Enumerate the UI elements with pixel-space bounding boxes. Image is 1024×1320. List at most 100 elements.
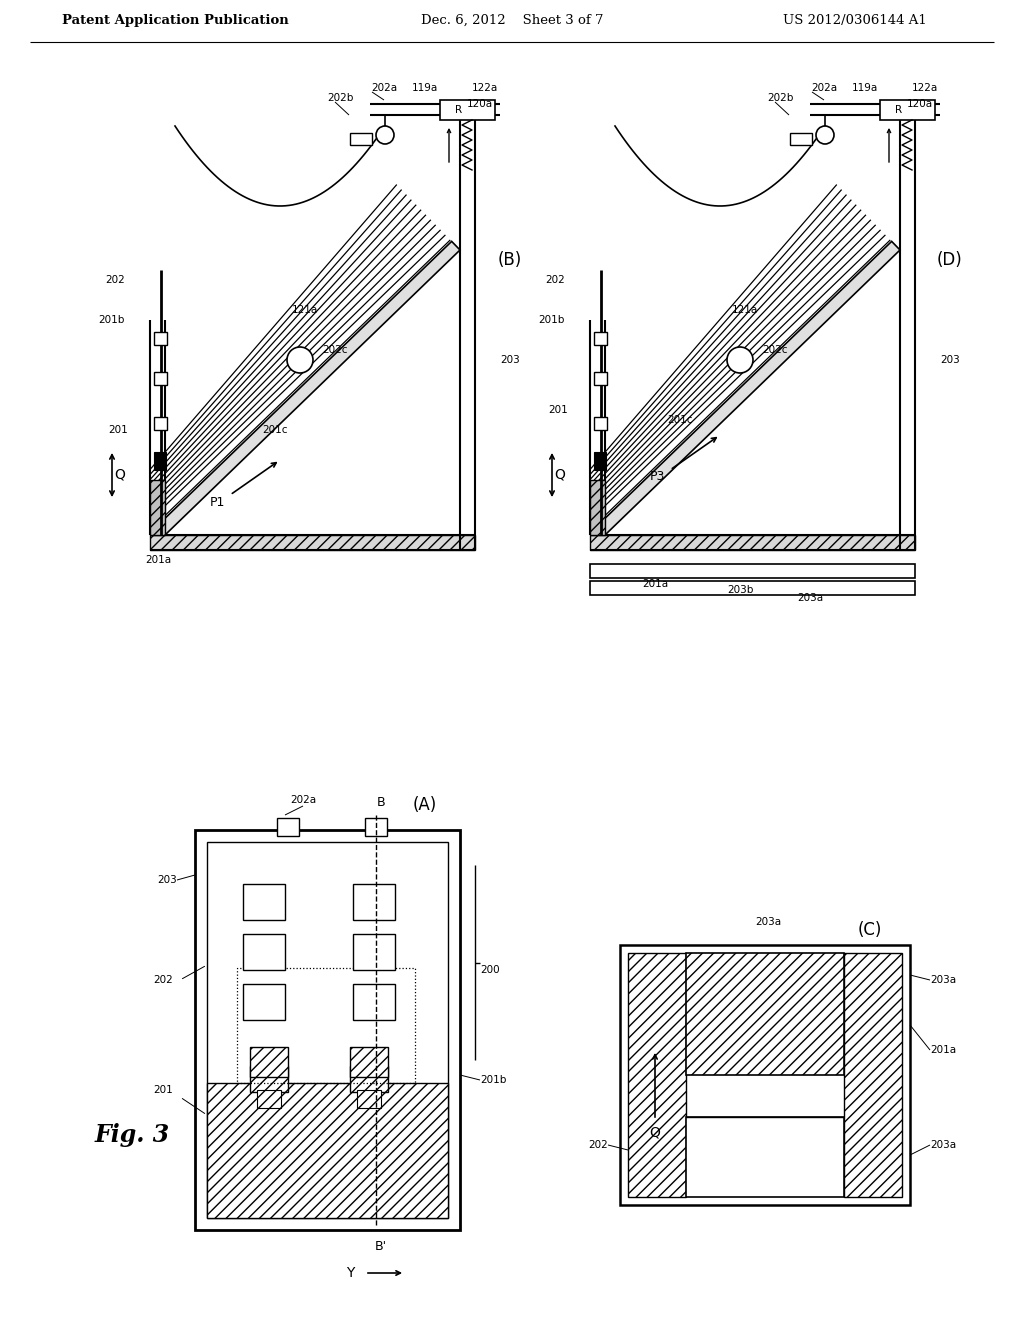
Bar (594, 417, 607, 430)
Bar (790, 133, 812, 145)
Circle shape (727, 347, 753, 374)
Bar (237, 968, 415, 1082)
Circle shape (287, 347, 313, 374)
Bar (594, 372, 607, 385)
Bar (590, 564, 915, 578)
Text: 203: 203 (158, 875, 177, 884)
Text: 120a: 120a (907, 99, 933, 110)
Text: US 2012/0306144 A1: US 2012/0306144 A1 (783, 15, 927, 26)
Text: 202b: 202b (327, 92, 353, 103)
Text: R: R (456, 106, 463, 115)
Text: Dec. 6, 2012    Sheet 3 of 7: Dec. 6, 2012 Sheet 3 of 7 (421, 15, 603, 26)
Text: 201b: 201b (98, 315, 125, 325)
Bar (154, 451, 166, 470)
Bar (353, 983, 395, 1020)
Text: 203b: 203b (727, 585, 754, 595)
Text: 201a: 201a (642, 579, 668, 589)
Text: 201: 201 (548, 405, 568, 414)
Text: 203a: 203a (930, 975, 956, 985)
Text: Q: Q (115, 469, 125, 482)
Text: 202b: 202b (767, 92, 794, 103)
Text: 201c: 201c (262, 425, 288, 436)
Bar (250, 1047, 288, 1077)
Bar (154, 333, 167, 345)
Text: (C): (C) (858, 921, 883, 939)
Bar (594, 451, 606, 470)
Polygon shape (597, 242, 900, 535)
Bar (154, 417, 167, 430)
Text: P1: P1 (209, 495, 224, 508)
Text: 203a: 203a (930, 1140, 956, 1150)
Bar (440, 100, 495, 120)
Bar (350, 1047, 388, 1077)
Bar (365, 818, 387, 836)
Bar (350, 133, 372, 145)
Circle shape (376, 125, 394, 144)
Text: Y: Y (346, 1266, 354, 1280)
Bar (350, 1067, 388, 1092)
Bar (207, 1082, 449, 1218)
Text: 201: 201 (154, 1085, 173, 1096)
Text: 119a: 119a (412, 83, 438, 92)
Bar (628, 953, 686, 1197)
Text: B: B (377, 796, 385, 809)
Bar (594, 333, 607, 345)
Text: 122a: 122a (912, 83, 938, 92)
Text: 201c: 201c (668, 414, 693, 425)
Text: 203a: 203a (797, 593, 823, 603)
Text: Patent Application Publication: Patent Application Publication (61, 15, 289, 26)
Text: 202: 202 (588, 1140, 608, 1150)
Text: 201b: 201b (539, 315, 565, 325)
Text: 202: 202 (154, 975, 173, 985)
Bar (243, 935, 285, 970)
Bar (353, 935, 395, 970)
Bar (686, 953, 844, 1074)
Bar (353, 884, 395, 920)
Bar (590, 581, 915, 595)
Text: Q: Q (649, 1126, 660, 1140)
Text: 201b: 201b (480, 1074, 507, 1085)
Text: 203: 203 (500, 355, 520, 366)
Text: (A): (A) (413, 796, 437, 814)
Text: Fig. 3: Fig. 3 (95, 1123, 170, 1147)
Bar (590, 535, 915, 550)
Text: P3: P3 (649, 470, 665, 483)
Bar (844, 953, 902, 1197)
Bar (590, 480, 605, 535)
Bar (195, 830, 460, 1230)
Bar (620, 945, 910, 1205)
Text: 202: 202 (105, 275, 125, 285)
Text: 202a: 202a (811, 83, 837, 92)
Circle shape (816, 125, 834, 144)
Text: 121a: 121a (732, 305, 758, 315)
Polygon shape (157, 242, 460, 535)
Bar (250, 1067, 288, 1092)
Bar (357, 1090, 381, 1107)
Text: 203: 203 (940, 355, 959, 366)
Bar (278, 818, 299, 836)
Text: 202: 202 (545, 275, 565, 285)
Bar (154, 372, 167, 385)
Text: (D): (D) (937, 251, 963, 269)
Text: B': B' (375, 1241, 387, 1254)
Bar (243, 884, 285, 920)
Text: 202c: 202c (762, 345, 787, 355)
Text: 201a: 201a (145, 554, 171, 565)
Text: R: R (895, 106, 902, 115)
Text: 200: 200 (480, 965, 500, 975)
Text: 202a: 202a (290, 795, 316, 805)
Text: 201: 201 (109, 425, 128, 436)
Bar (150, 480, 165, 535)
Text: 201a: 201a (930, 1045, 956, 1055)
Text: 121a: 121a (292, 305, 318, 315)
Bar (150, 535, 475, 550)
Text: (B): (B) (498, 251, 522, 269)
Text: 202a: 202a (371, 83, 397, 92)
Text: 122a: 122a (472, 83, 498, 92)
Text: Q: Q (555, 469, 565, 482)
Bar (243, 983, 285, 1020)
Text: 120a: 120a (467, 99, 494, 110)
Bar (686, 1117, 844, 1197)
Text: 119a: 119a (852, 83, 879, 92)
Bar (257, 1090, 281, 1107)
